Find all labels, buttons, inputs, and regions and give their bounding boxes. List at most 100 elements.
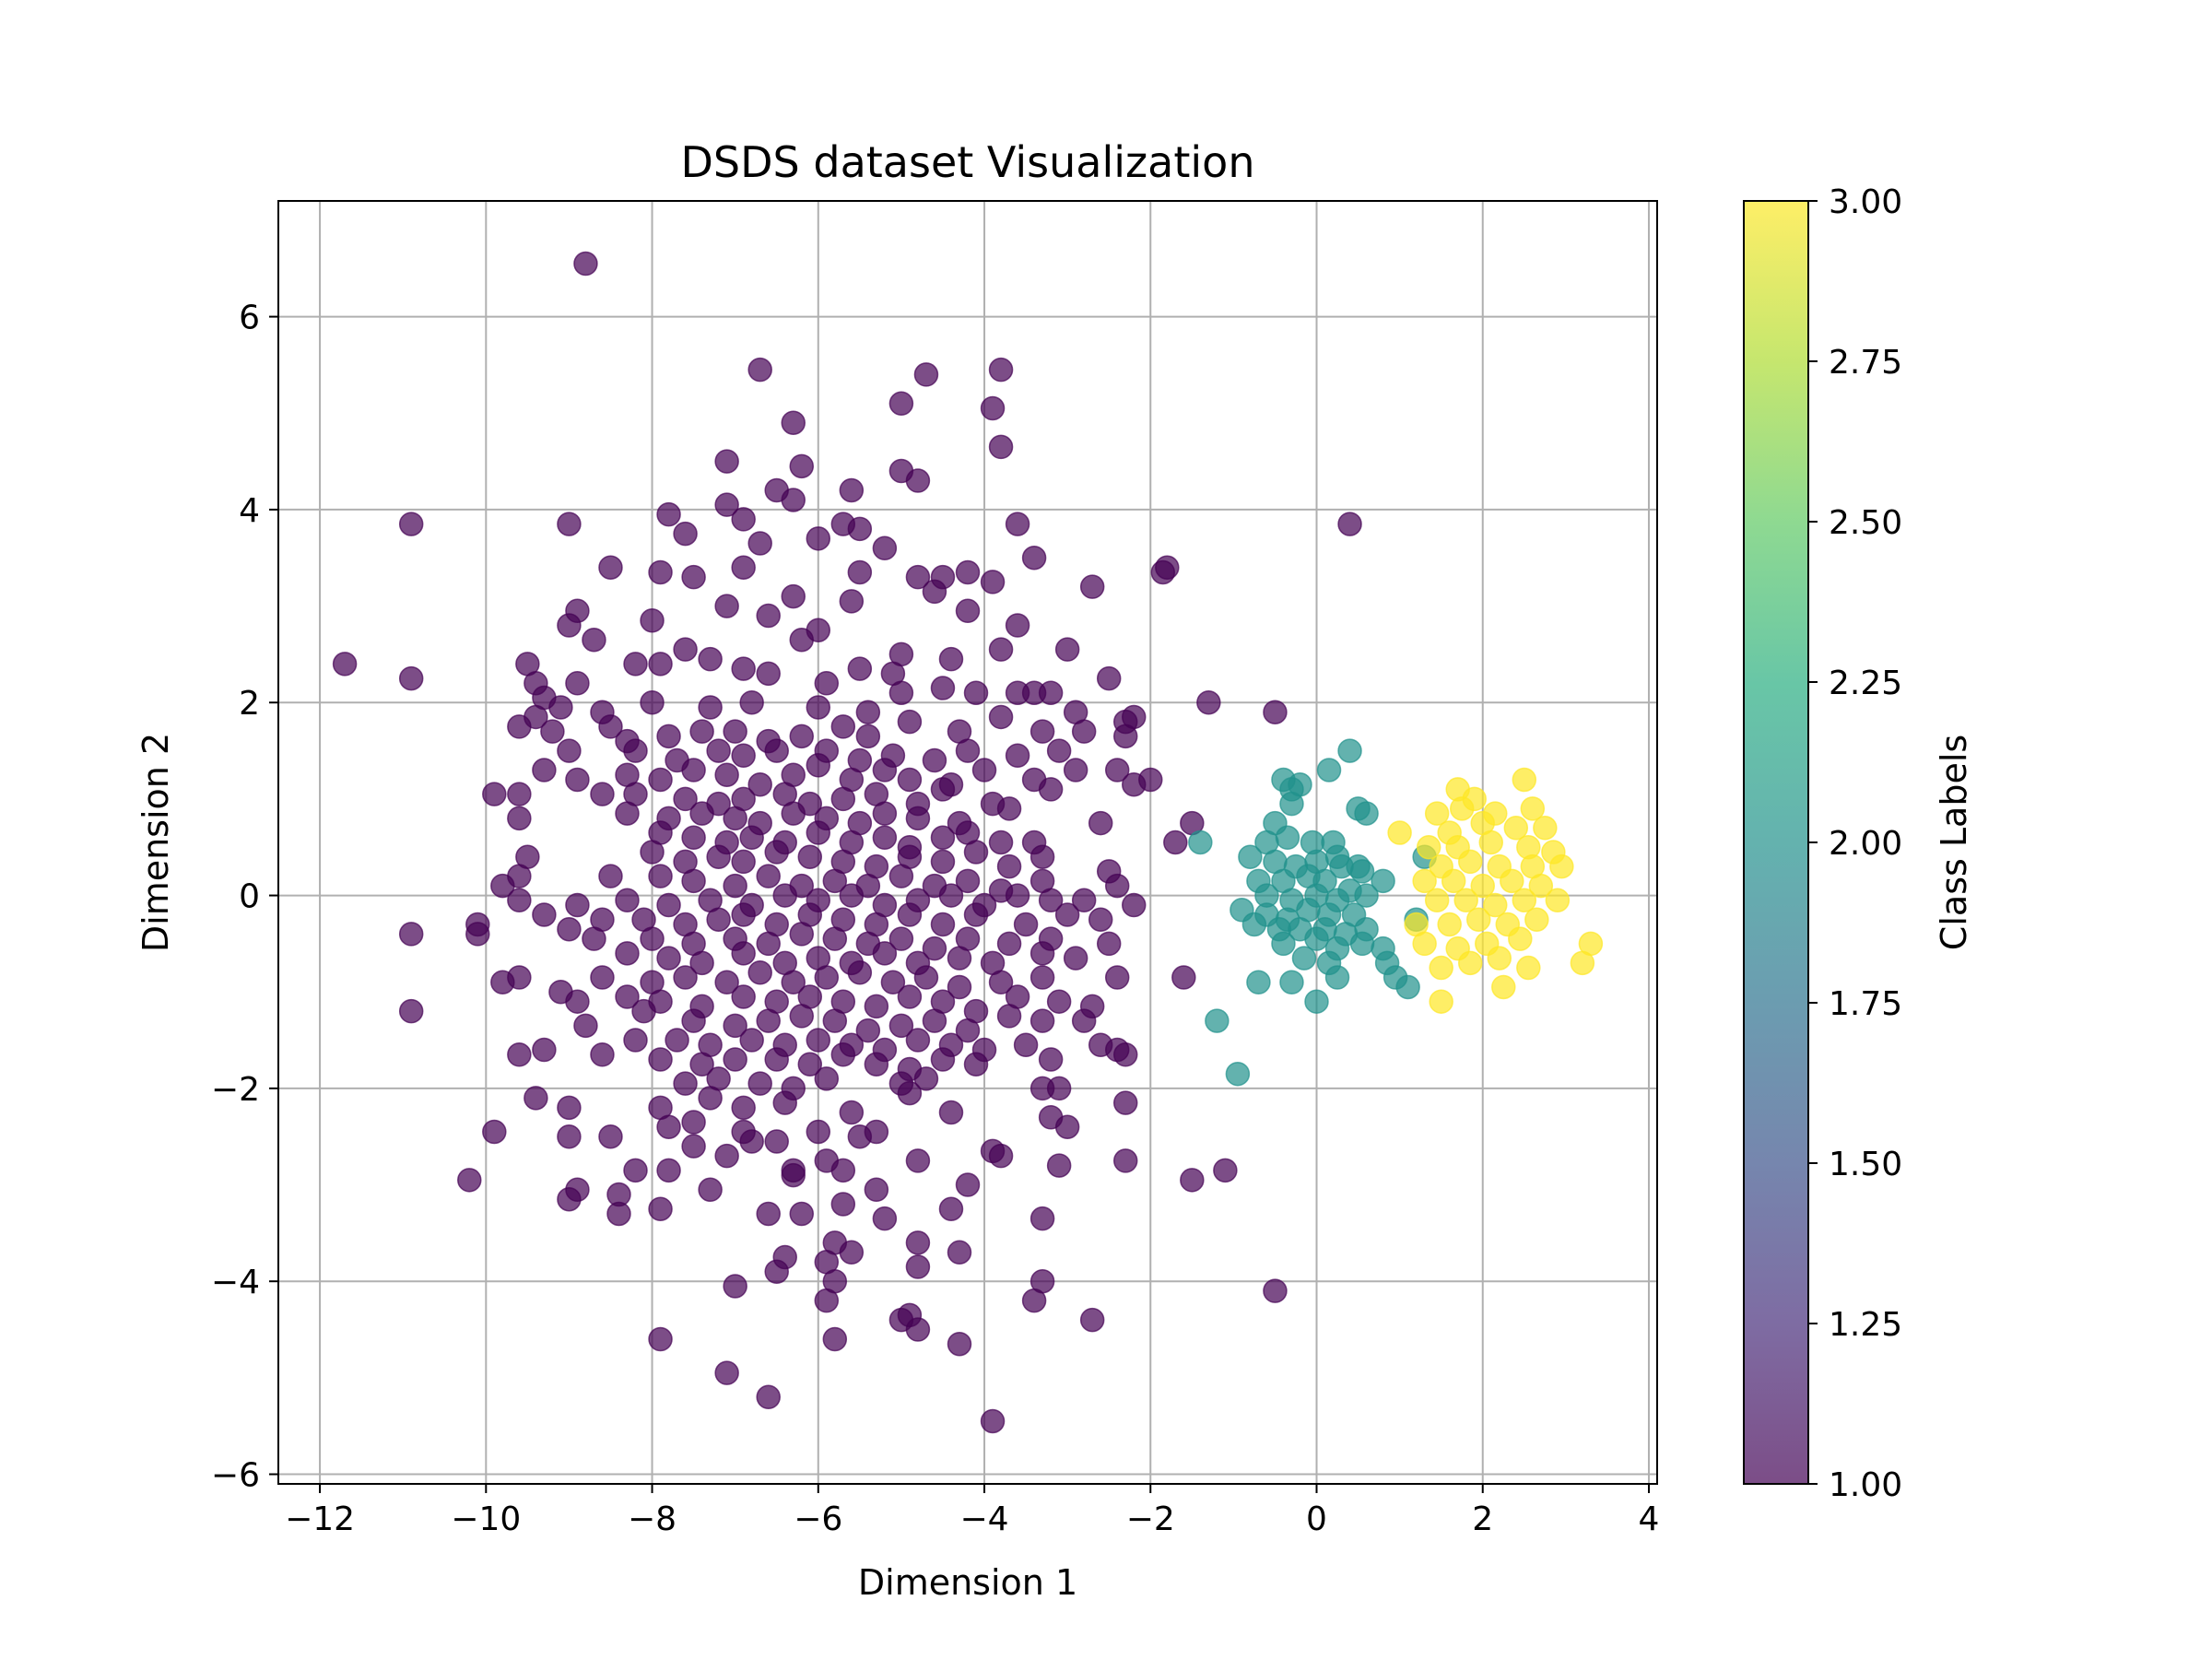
data-point-class-1	[806, 753, 831, 778]
data-point-class-1	[398, 998, 424, 1024]
data-point-class-1	[532, 1037, 557, 1063]
data-point-class-1	[781, 583, 806, 609]
data-point-class-1	[872, 801, 898, 826]
data-point-class-1	[814, 1066, 840, 1091]
data-point-class-1	[789, 1201, 815, 1227]
data-point-class-1	[1104, 965, 1130, 990]
data-point-class-2	[1188, 830, 1213, 855]
data-point-class-1	[988, 434, 1014, 460]
data-point-class-1	[648, 652, 673, 677]
data-point-class-1	[963, 902, 989, 927]
data-point-class-2	[1304, 989, 1329, 1014]
data-point-class-1	[656, 501, 681, 527]
data-point-class-1	[847, 656, 873, 681]
data-point-class-1	[673, 521, 698, 547]
data-point-class-1	[955, 738, 981, 763]
data-point-class-1	[681, 1134, 706, 1159]
data-point-class-1	[656, 1114, 681, 1140]
data-point-class-1	[723, 1013, 747, 1039]
data-point-class-1	[565, 767, 590, 793]
data-point-class-1	[747, 960, 772, 985]
data-point-class-1	[698, 1177, 723, 1203]
x-tick-label: −10	[451, 1500, 521, 1538]
data-point-class-1	[731, 941, 756, 966]
data-point-class-1	[930, 777, 956, 802]
data-point-class-1	[1071, 719, 1097, 744]
data-point-class-1	[947, 974, 972, 1000]
x-tick-label: 0	[1306, 1500, 1327, 1538]
data-point-class-1	[930, 825, 956, 851]
data-point-class-1	[880, 970, 906, 995]
data-point-class-1	[731, 507, 756, 532]
data-point-class-1	[532, 758, 557, 782]
data-point-class-2	[1238, 844, 1263, 869]
data-point-class-1	[582, 926, 606, 951]
data-point-class-1	[524, 1086, 548, 1111]
data-point-class-3	[1470, 873, 1495, 899]
data-point-class-1	[988, 970, 1014, 995]
data-point-class-3	[1483, 892, 1508, 918]
data-point-class-3	[1412, 868, 1437, 894]
data-point-class-1	[548, 695, 573, 720]
data-point-class-1	[507, 888, 532, 913]
data-point-class-1	[930, 676, 956, 700]
data-point-class-1	[714, 1143, 739, 1169]
data-point-class-1	[681, 564, 706, 590]
data-point-class-1	[872, 1206, 898, 1231]
data-point-class-1	[980, 395, 1006, 421]
data-point-class-1	[764, 738, 789, 763]
data-point-class-1	[913, 965, 939, 990]
data-point-class-1	[557, 512, 582, 536]
data-point-class-1	[490, 873, 515, 899]
plot-frame	[277, 200, 1658, 1485]
data-point-class-1	[1063, 758, 1088, 782]
data-point-class-1	[623, 1158, 648, 1183]
data-point-class-1	[1005, 883, 1030, 908]
data-point-class-1	[855, 724, 881, 749]
data-point-class-1	[806, 695, 831, 720]
data-point-class-1	[623, 738, 648, 763]
data-point-class-1	[806, 1119, 831, 1145]
data-point-class-1	[1096, 931, 1122, 957]
data-point-class-1	[781, 488, 806, 512]
data-point-class-1	[524, 704, 548, 730]
data-point-class-1	[723, 873, 747, 899]
data-point-class-1	[1038, 888, 1064, 913]
data-point-class-1	[864, 1052, 889, 1077]
data-point-class-3	[1491, 974, 1516, 1000]
data-point-class-1	[689, 801, 714, 826]
data-point-class-1	[1121, 892, 1147, 918]
data-point-class-1	[822, 1326, 848, 1352]
data-point-class-2	[1279, 791, 1304, 817]
data-point-class-1	[723, 1274, 747, 1299]
y-tick-label: 0	[239, 878, 260, 916]
data-point-class-1	[1180, 1168, 1205, 1193]
data-point-class-3	[1500, 868, 1524, 894]
data-point-class-3	[1453, 888, 1478, 913]
data-point-class-2	[1241, 912, 1267, 937]
data-point-class-1	[1104, 758, 1130, 782]
data-point-class-2	[1371, 868, 1395, 894]
data-point-class-3	[1487, 946, 1512, 971]
data-point-class-1	[731, 743, 756, 769]
data-point-class-1	[963, 680, 989, 706]
data-point-class-1	[706, 907, 731, 932]
data-point-class-3	[1512, 767, 1537, 793]
data-point-class-1	[913, 1066, 939, 1091]
data-point-class-1	[1104, 1037, 1130, 1063]
data-point-class-1	[1104, 873, 1130, 899]
data-point-class-1	[971, 758, 997, 782]
data-point-class-1	[1005, 512, 1030, 536]
data-point-class-1	[1121, 771, 1147, 797]
data-point-class-1	[656, 1158, 681, 1183]
data-point-class-1	[507, 1042, 532, 1067]
data-point-class-1	[507, 806, 532, 831]
data-point-class-3	[1508, 926, 1533, 951]
data-point-class-1	[714, 762, 739, 787]
data-point-class-1	[806, 1028, 831, 1053]
data-point-class-1	[830, 1042, 856, 1067]
x-tick-label: 2	[1472, 1500, 1493, 1538]
data-point-class-1	[398, 922, 424, 947]
data-point-class-1	[905, 806, 931, 831]
data-point-class-1	[557, 1186, 582, 1212]
